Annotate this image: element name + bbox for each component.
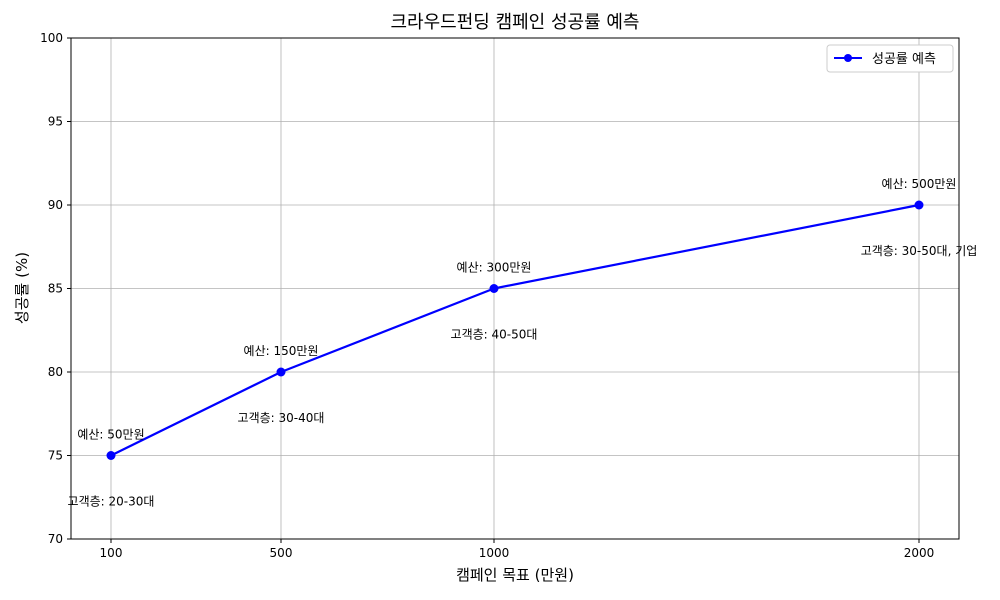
- budget-annotation: 예산: 500만원: [882, 177, 957, 191]
- legend-label: 성공률 예측: [872, 52, 936, 67]
- data-point: [489, 284, 499, 293]
- audience-annotation: 고객층: 40-50대: [451, 328, 538, 342]
- audience-annotation: 고객층: 30-50대, 기업: [861, 244, 978, 258]
- legend-box: [826, 44, 954, 73]
- audience-annotation: 고객층: 20-30대: [68, 495, 155, 509]
- x-axis-ticks: 100 500 1000 2000: [100, 539, 935, 560]
- audience-annotation: 고객층: 30-40대: [238, 411, 325, 425]
- data-point: [914, 200, 924, 210]
- y-tick-label: 70: [48, 532, 63, 546]
- y-tick-label: 100: [40, 31, 63, 45]
- plot-frame: [70, 37, 960, 540]
- chart-title: 크라우드펀딩 캠페인 성공률 예측: [390, 12, 639, 33]
- y-tick-label: 85: [48, 282, 63, 296]
- x-axis-label: 캠페인 목표 (만원): [456, 566, 574, 584]
- y-axis-label: 성공률 (%): [13, 252, 31, 324]
- series-layer: [106, 200, 924, 460]
- budget-annotation: 예산: 50만원: [77, 428, 144, 442]
- series-line: [110, 203, 920, 457]
- x-tick-label: 100: [100, 546, 123, 560]
- y-axis-ticks: 70 75 80 85 90 95 100: [40, 31, 71, 546]
- budget-annotation: 예산: 150만원: [244, 344, 319, 358]
- x-tick-label: 1000: [479, 546, 510, 560]
- y-tick-label: 90: [48, 198, 63, 212]
- annotation-layer: 예산: 50만원 예산: 150만원 예산: 300만원 예산: 500만원고객층: …: [68, 177, 978, 509]
- x-tick-label: 2000: [904, 546, 935, 560]
- y-tick-label: 75: [48, 449, 63, 463]
- data-point: [276, 367, 286, 377]
- legend-marker-swatch: [844, 54, 852, 62]
- legend: 성공률 예측: [826, 44, 954, 73]
- data-point: [106, 451, 116, 460]
- y-tick-label: 80: [48, 365, 63, 379]
- x-tick-label: 500: [270, 546, 293, 560]
- y-tick-label: 95: [48, 115, 63, 129]
- budget-annotation: 예산: 300만원: [457, 261, 532, 275]
